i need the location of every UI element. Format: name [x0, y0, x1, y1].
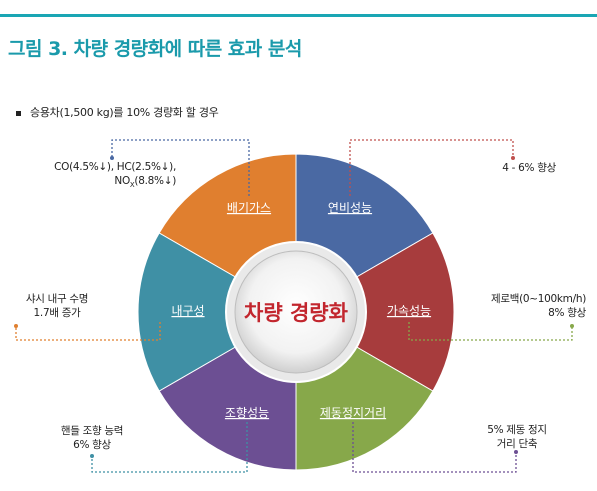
segment-label-exhaust: 배기가스 [227, 201, 271, 215]
note-fuel: 4 - 6% 향상 [502, 162, 556, 174]
connector-braking [352, 422, 517, 473]
note-acceleration-line1: 제로백(0~100km/h) [491, 293, 586, 305]
center-label: 차량 경량화 [244, 301, 349, 325]
connector-steering [91, 422, 248, 473]
note-braking-line2: 거리 단축 [496, 438, 538, 450]
note-durability-line1: 샤시 내구 수명 [25, 293, 89, 305]
segment-label-acceleration: 가속성능 [387, 304, 431, 318]
center-disc [234, 250, 358, 374]
note-steering-line2: 6% 향상 [73, 439, 111, 451]
note-durability-line2: 1.7배 증가 [33, 307, 81, 319]
connector-dot-fuel [511, 156, 515, 160]
note-acceleration: 제로백(0~100km/h) 8% 향상 [470, 292, 586, 320]
note-exhaust-line1: CO(4.5%↓), HC(2.5%↓), [54, 161, 176, 173]
note-braking: 5% 제동 정지 거리 단축 [455, 423, 579, 451]
connector-dot-exhaust [110, 156, 114, 160]
segment-label-durability: 내구성 [171, 304, 204, 318]
connector-dot-acceleration [570, 324, 574, 328]
figure-title: 그림 3. 차량 경량화에 따른 효과 분석 [8, 38, 302, 60]
subtitle: 승용차(1,500 kg)를 10% 경량화 할 경우 [30, 106, 219, 119]
segment-label-steering: 조향성능 [225, 406, 269, 420]
top-rule [0, 14, 597, 17]
connector-dot-durability [14, 324, 18, 328]
note-braking-line1: 5% 제동 정지 [487, 424, 547, 436]
connector-dot-steering [90, 454, 94, 458]
bullet-icon [16, 111, 21, 116]
note-durability: 샤시 내구 수명 1.7배 증가 [2, 292, 112, 320]
segment-label-fuel: 연비성능 [328, 201, 372, 215]
note-exhaust-line2: NOX(8.8%↓) [114, 175, 176, 190]
connector-exhaust [111, 139, 250, 196]
connector-fuel [349, 139, 514, 196]
segment-label-braking: 제동정지거리 [320, 406, 386, 420]
note-steering: 핸들 조향 능력 6% 향상 [30, 424, 154, 452]
note-exhaust: CO(4.5%↓), HC(2.5%↓), NOX(8.8%↓) [30, 160, 176, 192]
note-acceleration-line2: 8% 향상 [548, 307, 586, 319]
connector-durability [15, 322, 161, 341]
connector-dot-braking [514, 450, 518, 454]
connector-acceleration [408, 322, 573, 341]
note-steering-line1: 핸들 조향 능력 [60, 425, 124, 437]
